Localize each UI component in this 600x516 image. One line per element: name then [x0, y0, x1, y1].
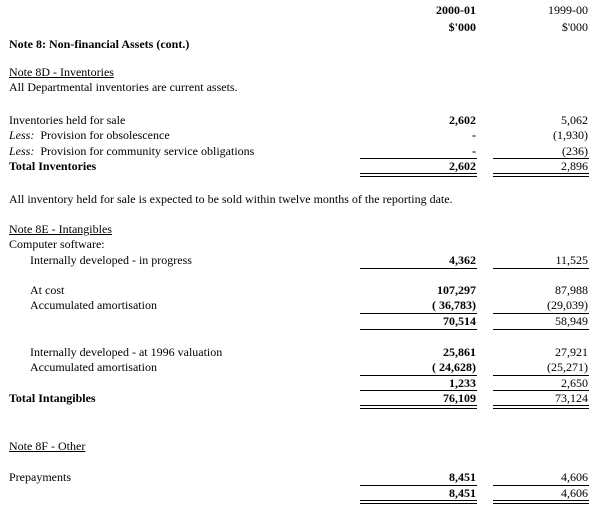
row-label: Accumulated amortisation [30, 298, 157, 312]
row-value-2000: 87,988 [555, 283, 588, 297]
page-title: Note 8: Non-financial Assets (cont.) [9, 37, 190, 51]
row-value-2001: - [472, 144, 476, 158]
total-intangibles-2001: 76,109 [443, 391, 476, 405]
row-value-2001: ( 24,628) [432, 360, 476, 374]
rule [493, 268, 589, 269]
rule [360, 485, 477, 486]
rule [360, 329, 477, 330]
rule [493, 375, 589, 376]
inventory-note: All inventory held for sale is expected … [9, 192, 453, 206]
row-value-2001: 25,861 [443, 345, 476, 359]
rule [493, 485, 589, 486]
rule [360, 390, 477, 391]
less-prefix: Less: [9, 128, 35, 142]
double-rule [493, 405, 589, 409]
note-8f-heading: Note 8F - Other [9, 439, 86, 453]
total-intangibles-2000: 73,124 [555, 391, 588, 405]
double-rule [360, 173, 477, 177]
col2-unit: $'000 [561, 20, 588, 34]
rule [493, 313, 589, 314]
row-value-2000: 5,062 [561, 113, 588, 127]
rule [360, 158, 477, 159]
subtotal-2001: 1,233 [449, 376, 476, 390]
rule [360, 375, 477, 376]
note-8d-intro: All Departmental inventories are current… [9, 80, 238, 94]
row-value-2001: 4,362 [449, 253, 476, 267]
row-value-2001: - [472, 128, 476, 142]
subtotal-2000: 58,949 [555, 314, 588, 328]
row-value-2000: (236) [562, 144, 588, 158]
rule [493, 329, 589, 330]
double-rule [360, 405, 477, 409]
total-inventories-2000: 2,896 [561, 159, 588, 173]
double-rule [493, 173, 589, 177]
row-value-2000: (29,039) [547, 298, 588, 312]
subtotal-2000: 2,650 [561, 376, 588, 390]
double-rule [360, 500, 477, 504]
total-inventories-label: Total Inventories [9, 159, 97, 173]
row-label: Internally developed - at 1996 valuation [30, 345, 223, 359]
rule [493, 390, 589, 391]
total-intangibles-label: Total Intangibles [9, 391, 96, 405]
rule [360, 313, 477, 314]
row-value-2000: 4,606 [561, 470, 588, 484]
double-rule [493, 500, 589, 504]
col2-year: 1999-00 [548, 3, 588, 17]
row-value-2000: (25,271) [547, 360, 588, 374]
row-label: At cost [30, 283, 65, 297]
col1-year: 2000-01 [436, 3, 476, 17]
row-value-2001: 8,451 [449, 470, 476, 484]
row-value-2000: (1,930) [553, 128, 588, 142]
row-label: Inventories held for sale [9, 113, 126, 127]
computer-software-label: Computer software: [9, 237, 105, 251]
row-value-2001: ( 36,783) [432, 298, 476, 312]
row-label: Internally developed - in progress [30, 253, 192, 267]
note-8e-heading: Note 8E - Intangibles [9, 222, 112, 236]
row-label: Less: Provision for obsolescence [9, 128, 170, 142]
row-value-2000: 11,525 [555, 253, 588, 267]
note-8d-heading: Note 8D - Inventories [9, 65, 114, 79]
col1-unit: $'000 [448, 20, 476, 34]
subtotal-2001: 70,514 [443, 314, 476, 328]
row-value-2001: 107,297 [437, 283, 476, 297]
row-label: Accumulated amortisation [30, 360, 157, 374]
row-label: Prepayments [9, 470, 71, 484]
rule [493, 158, 589, 159]
total-other-2000: 4,606 [561, 486, 588, 500]
row-label: Less: Provision for community service ob… [9, 144, 255, 158]
total-other-2001: 8,451 [449, 486, 476, 500]
row-value-2000: 27,921 [555, 345, 588, 359]
total-inventories-2001: 2,602 [449, 159, 476, 173]
rule [360, 268, 477, 269]
less-prefix: Less: [9, 144, 35, 158]
row-value-2001: 2,602 [449, 113, 476, 127]
